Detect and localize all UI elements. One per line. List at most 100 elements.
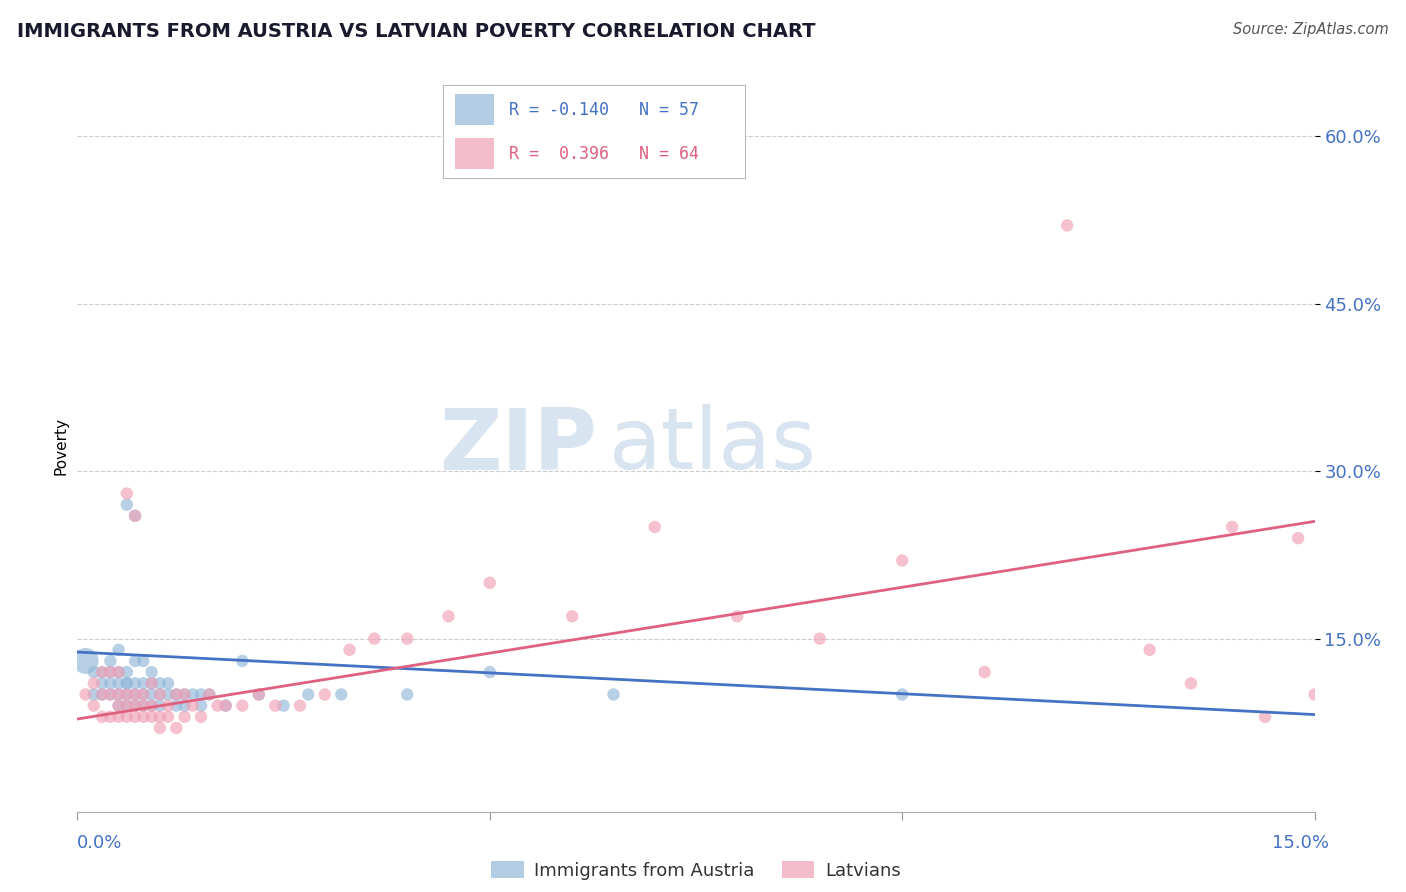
Point <box>478 665 501 680</box>
Point <box>181 698 204 713</box>
Point <box>478 575 501 590</box>
Point <box>124 508 146 523</box>
Point <box>75 654 97 668</box>
Point <box>75 688 97 702</box>
Point <box>115 498 138 512</box>
Point <box>561 609 583 624</box>
Point <box>115 698 138 713</box>
Legend: Immigrants from Austria, Latvians: Immigrants from Austria, Latvians <box>484 854 908 887</box>
Point <box>297 688 319 702</box>
Bar <box>456 138 495 169</box>
Point <box>107 698 129 713</box>
Point <box>115 698 138 713</box>
Point <box>98 688 121 702</box>
Point <box>132 676 155 690</box>
Point <box>115 486 138 500</box>
Text: IMMIGRANTS FROM AUSTRIA VS LATVIAN POVERTY CORRELATION CHART: IMMIGRANTS FROM AUSTRIA VS LATVIAN POVER… <box>17 22 815 41</box>
Point <box>808 632 831 646</box>
Point <box>149 710 172 724</box>
Point <box>231 654 253 668</box>
Point <box>141 698 163 713</box>
Point <box>165 698 187 713</box>
Point <box>149 721 172 735</box>
Point <box>215 698 238 713</box>
Point <box>339 642 361 657</box>
Point <box>141 676 163 690</box>
Text: 0.0%: 0.0% <box>77 834 122 852</box>
Point <box>98 676 121 690</box>
Point <box>157 676 180 690</box>
Point <box>124 698 146 713</box>
Point <box>98 688 121 702</box>
Point <box>1303 688 1326 702</box>
Point <box>83 665 105 680</box>
Point <box>173 710 195 724</box>
Point <box>1139 642 1161 657</box>
Point <box>165 688 187 702</box>
Point <box>91 710 114 724</box>
Point <box>115 676 138 690</box>
Point <box>602 688 624 702</box>
Point <box>107 698 129 713</box>
Point <box>132 698 155 713</box>
Point <box>91 688 114 702</box>
Point <box>190 698 212 713</box>
Point <box>173 698 195 713</box>
Point <box>124 508 146 523</box>
Point <box>437 609 460 624</box>
Point <box>273 698 295 713</box>
Point <box>115 710 138 724</box>
Point <box>165 721 187 735</box>
Point <box>288 698 311 713</box>
Point <box>725 609 748 624</box>
Y-axis label: Poverty: Poverty <box>53 417 69 475</box>
Text: R = -0.140   N = 57: R = -0.140 N = 57 <box>509 101 699 119</box>
Point <box>198 688 221 702</box>
Point <box>247 688 270 702</box>
Bar <box>456 95 495 125</box>
Point <box>644 520 666 534</box>
Point <box>107 642 129 657</box>
Text: 15.0%: 15.0% <box>1271 834 1329 852</box>
Point <box>98 710 121 724</box>
Point <box>124 710 146 724</box>
Point <box>891 688 914 702</box>
Text: atlas: atlas <box>609 404 817 488</box>
Point <box>115 676 138 690</box>
Point <box>247 688 270 702</box>
Point <box>124 698 146 713</box>
Point <box>264 698 287 713</box>
Point <box>115 688 138 702</box>
Point <box>132 688 155 702</box>
Point <box>132 698 155 713</box>
Point <box>124 654 146 668</box>
Point <box>132 710 155 724</box>
Point <box>91 665 114 680</box>
Point <box>115 688 138 702</box>
Point <box>396 632 419 646</box>
Point <box>215 698 238 713</box>
Point <box>98 654 121 668</box>
Point <box>115 665 138 680</box>
Text: Source: ZipAtlas.com: Source: ZipAtlas.com <box>1233 22 1389 37</box>
Point <box>149 688 172 702</box>
Point <box>83 698 105 713</box>
Point <box>141 698 163 713</box>
Point <box>173 688 195 702</box>
Point <box>141 688 163 702</box>
Point <box>891 553 914 567</box>
Point <box>149 688 172 702</box>
Point <box>107 676 129 690</box>
Point <box>132 654 155 668</box>
Point <box>141 665 163 680</box>
Point <box>91 665 114 680</box>
Point <box>83 688 105 702</box>
Point <box>83 676 105 690</box>
Point <box>149 676 172 690</box>
Point <box>107 665 129 680</box>
Point <box>1220 520 1243 534</box>
Point <box>1180 676 1202 690</box>
Point <box>157 688 180 702</box>
Point <box>98 665 121 680</box>
Point <box>1056 219 1078 233</box>
